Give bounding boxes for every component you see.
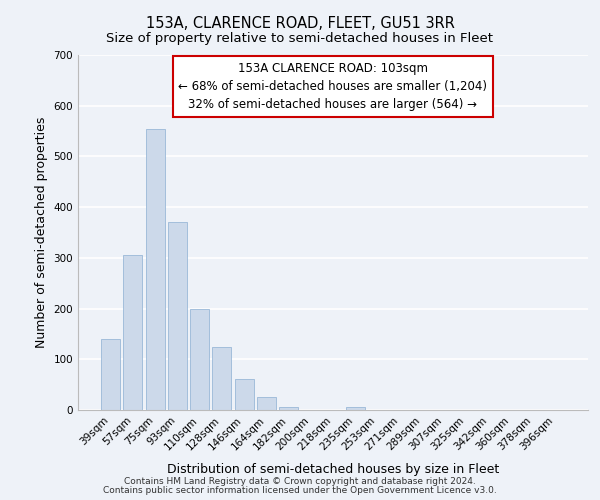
Bar	[168, 222, 187, 410]
X-axis label: Distribution of semi-detached houses by size in Fleet: Distribution of semi-detached houses by …	[167, 463, 499, 476]
Text: 153A, CLARENCE ROAD, FLEET, GU51 3RR: 153A, CLARENCE ROAD, FLEET, GU51 3RR	[146, 16, 454, 31]
Text: Contains HM Land Registry data © Crown copyright and database right 2024.: Contains HM Land Registry data © Crown c…	[124, 477, 476, 486]
Text: 153A CLARENCE ROAD: 103sqm
← 68% of semi-detached houses are smaller (1,204)
32%: 153A CLARENCE ROAD: 103sqm ← 68% of semi…	[179, 62, 487, 111]
Bar	[235, 378, 254, 410]
Bar	[212, 346, 231, 410]
Bar	[279, 407, 298, 410]
Bar	[190, 308, 209, 410]
Bar	[257, 398, 276, 410]
Bar	[146, 128, 164, 410]
Text: Size of property relative to semi-detached houses in Fleet: Size of property relative to semi-detach…	[107, 32, 493, 45]
Bar	[124, 256, 142, 410]
Y-axis label: Number of semi-detached properties: Number of semi-detached properties	[35, 117, 48, 348]
Bar	[346, 408, 365, 410]
Text: Contains public sector information licensed under the Open Government Licence v3: Contains public sector information licen…	[103, 486, 497, 495]
Bar	[101, 339, 120, 410]
